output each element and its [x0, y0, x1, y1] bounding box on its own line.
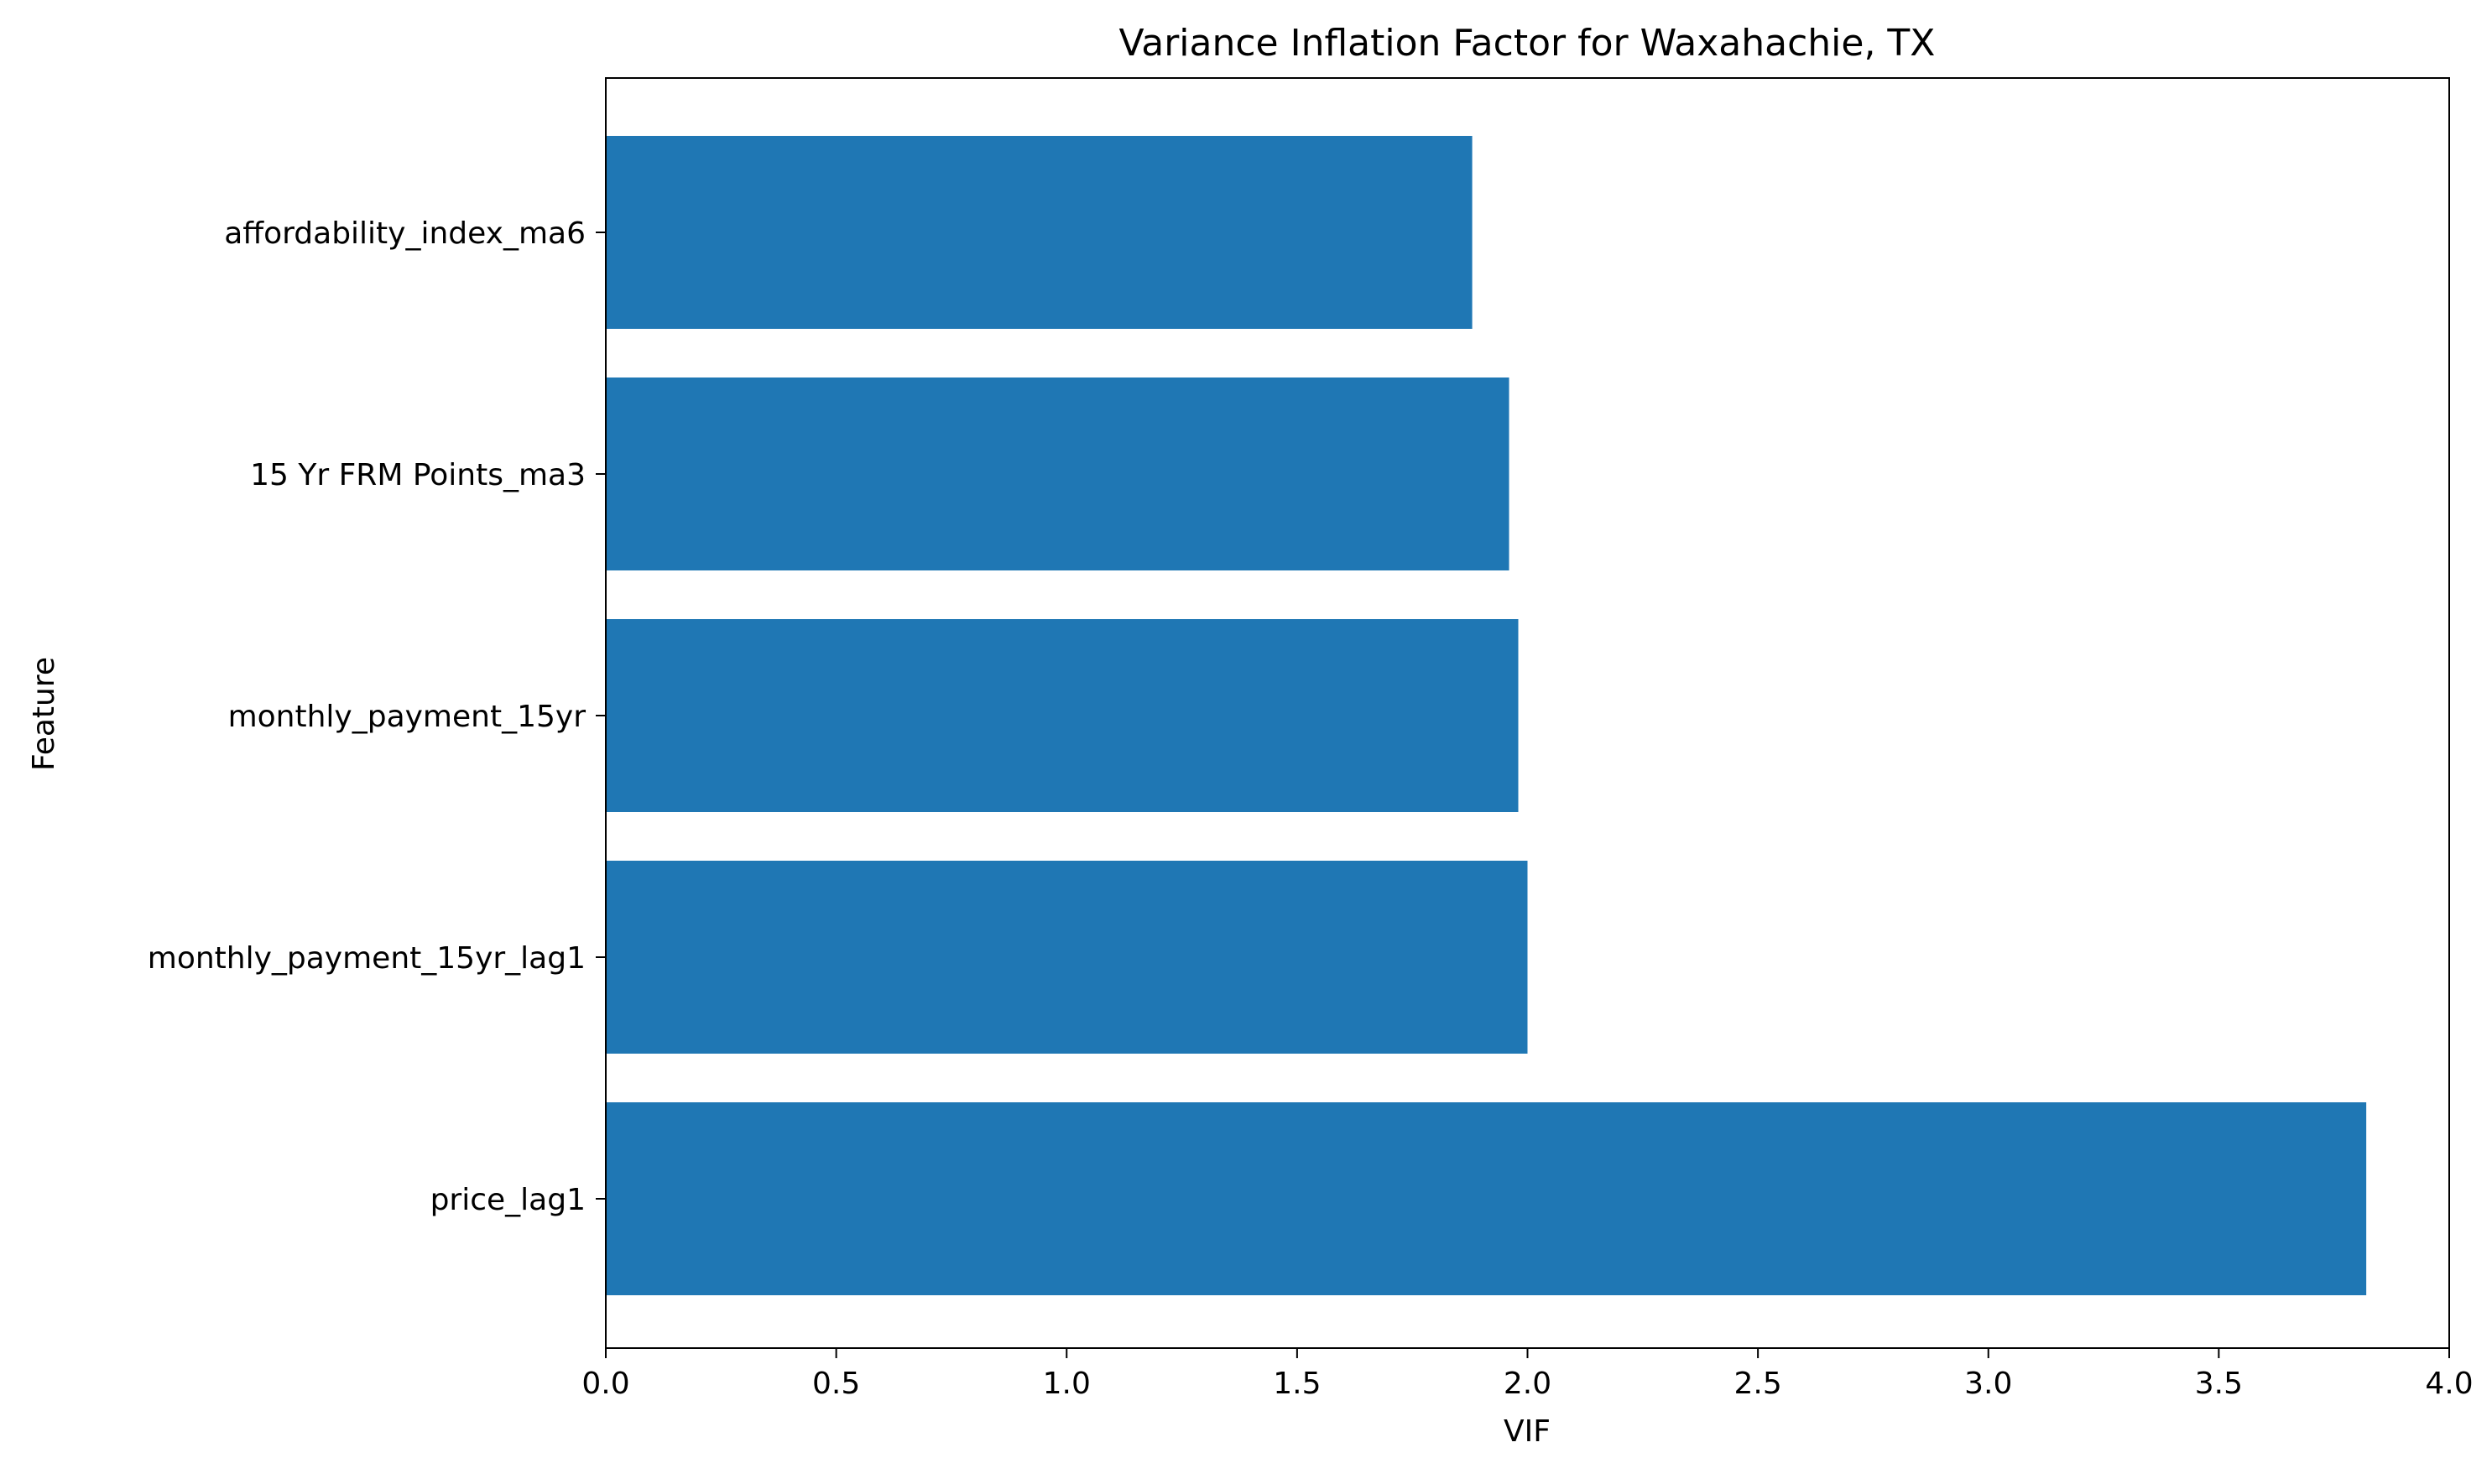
x-axis-label: VIF	[1504, 1414, 1551, 1449]
x-tick-label-0: 0.0	[581, 1367, 629, 1401]
x-tick-label-5: 2.5	[1733, 1367, 1781, 1401]
y-tick-label-2: monthly_payment_15yr	[228, 700, 587, 734]
x-tick-label-8: 4.0	[2425, 1367, 2473, 1401]
bar-1	[606, 378, 1509, 570]
bar-2	[606, 619, 1519, 812]
y-tick-label-0: affordability_index_ma6	[224, 216, 586, 251]
x-tick-label-2: 1.0	[1043, 1367, 1091, 1401]
bar-0	[606, 136, 1473, 329]
bars-group	[606, 136, 2367, 1295]
x-ticks-group: 0.0 0.5 1.0 1.5 2.0 2.5 3.0 3.5 4.0	[581, 1348, 2474, 1401]
x-tick-label-3: 1.5	[1273, 1367, 1321, 1401]
x-tick-label-1: 0.5	[812, 1367, 860, 1401]
chart-title: Variance Inflation Factor for Waxahachie…	[1119, 22, 1936, 65]
x-tick-label-4: 2.0	[1504, 1367, 1551, 1401]
bar-4	[606, 1102, 2367, 1295]
y-tick-label-1: 15 Yr FRM Points_ma3	[250, 458, 586, 492]
plot-frame	[605, 77, 2450, 1349]
x-tick-label-7: 3.5	[2195, 1367, 2243, 1401]
y-tick-label-4: price_lag1	[430, 1183, 586, 1217]
y-tick-label-3: monthly_payment_15yr_lag1	[148, 941, 586, 976]
x-tick-label-6: 3.0	[1964, 1367, 2012, 1401]
y-axis-label: Feature	[27, 657, 61, 771]
y-ticks-group: affordability_index_ma6 15 Yr FRM Points_…	[148, 216, 606, 1217]
bar-3	[606, 861, 1528, 1054]
